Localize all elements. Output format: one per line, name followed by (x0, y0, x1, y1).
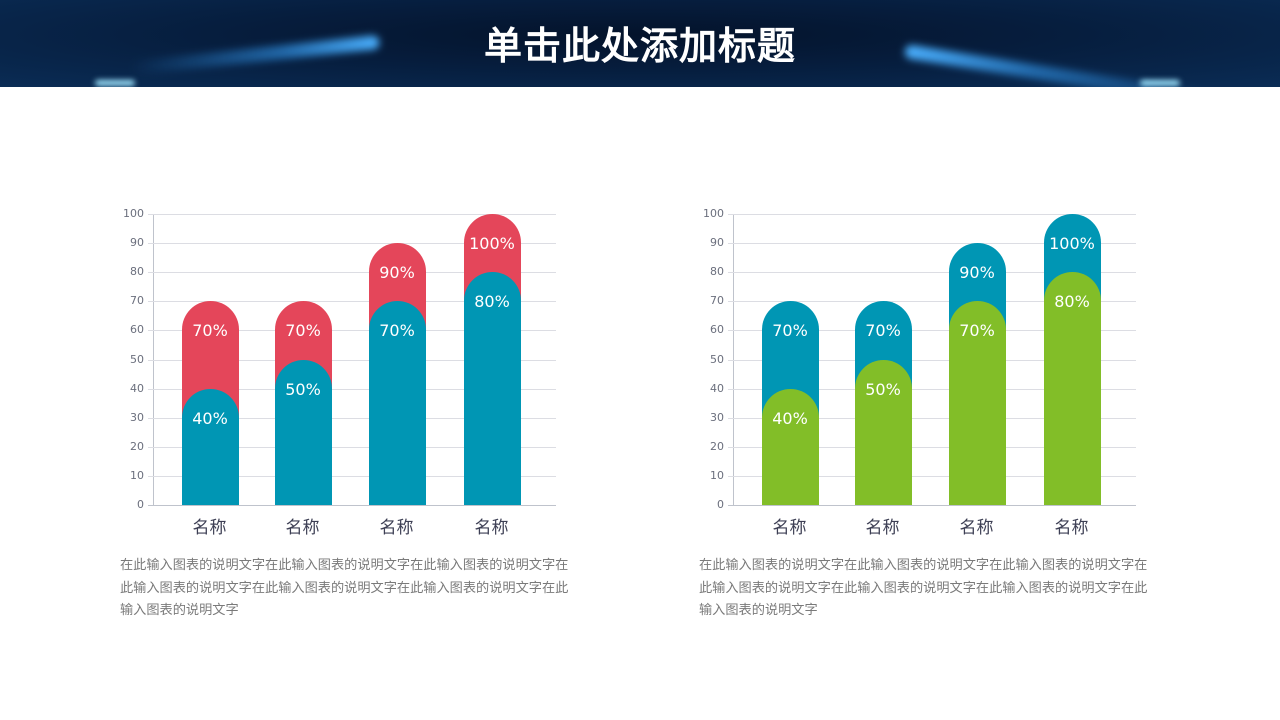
gridline (728, 214, 1136, 215)
y-tick-label: 0 (717, 498, 724, 511)
bar[interactable] (1043, 214, 1101, 505)
y-tick-label: 80 (710, 265, 724, 279)
y-tick-label: 70 (130, 294, 144, 308)
gridline (148, 446, 556, 448)
y-tick-label: 80 (130, 265, 144, 279)
gridline (728, 475, 1136, 477)
y-tick-label: 30 (130, 410, 144, 424)
x-category-label: 名称 (772, 518, 807, 538)
y-tick-label: 40 (710, 381, 724, 395)
gridline (148, 301, 556, 303)
bar[interactable] (463, 214, 521, 505)
page-title[interactable]: 单击此处添加标题 (483, 24, 796, 68)
bar-inner-segment[interactable] (463, 272, 521, 505)
y-tick-label: 30 (710, 410, 724, 424)
y-tick-label: 50 (710, 352, 724, 366)
x-category-label: 名称 (1054, 518, 1089, 538)
y-tick-label: 40 (130, 381, 144, 395)
bar-inner-segment[interactable] (948, 301, 1006, 505)
bar-value-label: 50% (285, 379, 321, 399)
bar-value-label: 70% (379, 321, 415, 341)
y-tick-label: 20 (710, 439, 724, 453)
bar[interactable] (761, 301, 819, 505)
x-category-label: 名称 (285, 518, 320, 538)
x-category-label: 名称 (865, 518, 900, 538)
y-tick-label: 10 (130, 468, 144, 482)
bar-value-label: 80% (474, 292, 510, 312)
bar-inner-segment[interactable] (1043, 272, 1101, 505)
plot-area: 0 10 20 30 40 50 60 70 80 90 100 70% 40% 名称 70% 50% 名称 90… (123, 207, 556, 538)
gridline (728, 301, 1136, 303)
gridline (148, 330, 556, 332)
bar-value-label: 100% (1049, 234, 1095, 253)
bar-inner-segment[interactable] (274, 359, 332, 505)
bar[interactable] (368, 243, 426, 505)
plot-area: 0 10 20 30 40 50 60 70 80 90 100 70% 40% 名称 70% 50% 名称 90… (703, 207, 1136, 538)
x-category-label: 名称 (379, 518, 414, 538)
bar[interactable] (854, 301, 912, 505)
bar-inner-segment[interactable] (368, 301, 426, 505)
bar[interactable] (181, 301, 239, 505)
gridline (148, 388, 556, 390)
gridline (148, 359, 556, 361)
bar-value-label: 40% (772, 408, 808, 428)
gridline (728, 446, 1136, 448)
bar-value-label: 70% (959, 321, 995, 341)
chart-right: 0 10 20 30 40 50 60 70 80 90 100 70% 40% 名称 70% 50% 名称 90… (693, 205, 1153, 545)
y-tick-label: 70 (710, 294, 724, 308)
y-tick-label: 60 (710, 323, 724, 337)
x-category-label: 名称 (959, 518, 994, 538)
x-category-label: 名称 (192, 518, 227, 538)
gridline (728, 272, 1136, 274)
chart-left: 0 10 20 30 40 50 60 70 80 90 100 70% 40% 名称 70% 50% 名称 90… (113, 205, 573, 545)
bar-inner-segment[interactable] (854, 359, 912, 505)
gridline (148, 505, 556, 506)
chart-left-description[interactable]: 在此输入图表的说明文字在此输入图表的说明文字在此输入图表的说明文字在此输入图表的… (120, 558, 569, 618)
light-spark (1140, 80, 1180, 86)
x-category-label: 名称 (474, 518, 509, 538)
bar-value-label: 70% (192, 321, 228, 341)
bar-value-label: 80% (1054, 292, 1090, 312)
y-tick-label: 20 (130, 439, 144, 453)
gridline (728, 417, 1136, 419)
y-tick-label: 50 (130, 352, 144, 366)
bar-value-label: 40% (192, 408, 228, 428)
y-tick-label: 100 (703, 207, 724, 220)
gridline (148, 417, 556, 419)
chart-right-description[interactable]: 在此输入图表的说明文字在此输入图表的说明文字在此输入图表的说明文字在此输入图表的… (699, 558, 1148, 618)
gridline (728, 330, 1136, 332)
header-banner: 单击此处添加标题 (0, 0, 1280, 87)
bar-value-label: 100% (469, 234, 515, 253)
gridline (148, 214, 556, 215)
bar[interactable] (948, 243, 1006, 505)
gridline (728, 505, 1136, 506)
y-tick-label: 100 (123, 207, 144, 220)
bar-value-label: 90% (379, 263, 415, 283)
y-tick-label: 60 (130, 323, 144, 337)
bar-value-label: 70% (772, 321, 808, 341)
y-tick-label: 10 (710, 468, 724, 482)
bar-value-label: 70% (285, 321, 321, 341)
gridline (728, 243, 1136, 245)
y-tick-label: 90 (710, 236, 724, 250)
gridline (728, 359, 1136, 361)
light-spark (95, 80, 135, 86)
bar-inner-segment[interactable] (761, 388, 819, 505)
bar[interactable] (274, 301, 332, 505)
gridline (148, 272, 556, 274)
gridline (148, 243, 556, 245)
bar-value-label: 90% (959, 263, 995, 283)
gridline (728, 388, 1136, 390)
bar-value-label: 50% (865, 379, 901, 399)
y-tick-label: 90 (130, 236, 144, 250)
bar-inner-segment[interactable] (181, 388, 239, 505)
y-tick-label: 0 (137, 498, 144, 511)
bar-value-label: 70% (865, 321, 901, 341)
gridline (148, 475, 556, 477)
